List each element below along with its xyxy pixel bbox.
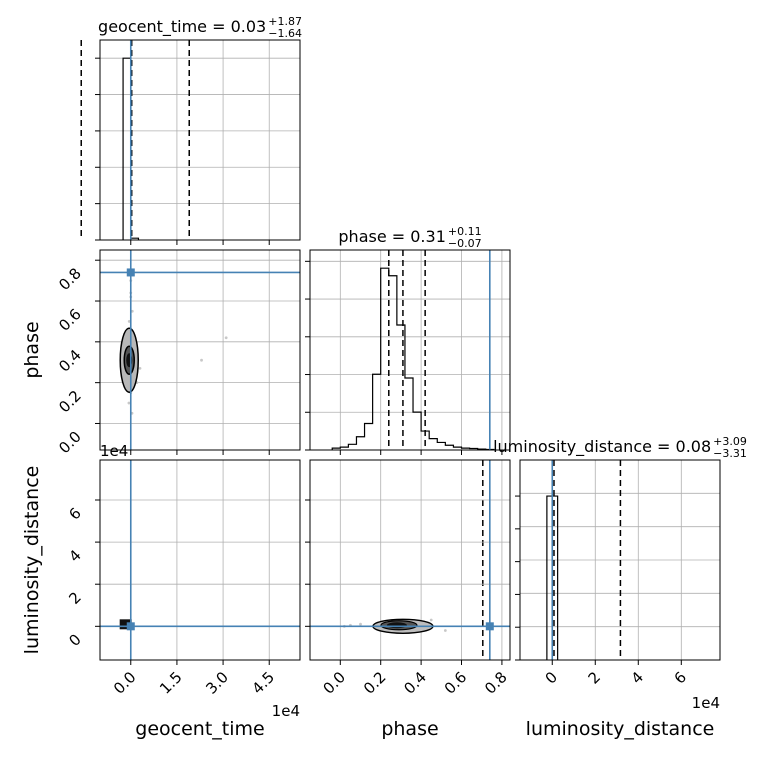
geocent-time-title: geocent_time = 0.03 +1.87−1.64 <box>98 15 302 40</box>
phase-xtick-label-0: 0.0 <box>320 668 350 698</box>
phase-histogram <box>331 267 495 451</box>
distance-phase-truth-marker <box>485 622 494 631</box>
phase-geocent-point-10 <box>224 336 228 340</box>
luminosity-distance-title-sup: +3.09 <box>713 435 747 448</box>
phase-ytick-label-3: 0.6 <box>55 305 85 335</box>
phase-title-label: phase = 0.31 <box>338 227 445 246</box>
distance-xtick-label-1: 2 <box>585 668 604 687</box>
phase-xtick-label-1: 0.2 <box>360 668 390 698</box>
geocent-time-title-label: geocent_time = 0.03 <box>98 17 266 37</box>
hist-distance-frame <box>519 459 721 661</box>
ylabel-luminosity-distance: luminosity_distance <box>21 466 43 655</box>
luminosity-distance-title-label: luminosity_distance = 0.08 <box>493 437 711 457</box>
phase-ytick-label-2: 0.4 <box>55 346 85 376</box>
hist-geocent-frame <box>99 39 301 241</box>
phase-title: phase = 0.31 +0.11−0.07 <box>338 225 481 250</box>
phase-xtick-label-3: 0.6 <box>441 668 471 698</box>
phase-geocent-point-1 <box>130 309 134 313</box>
geocent-time-title-sub: −1.64 <box>268 27 302 40</box>
geocent-xtick-label-3: 4.5 <box>248 668 278 698</box>
xlabel-phase: phase <box>381 718 438 740</box>
phase-geocent-point-9 <box>200 358 203 362</box>
distance-geocent-truth-marker <box>126 622 135 631</box>
phase-ytick-label-4: 0.8 <box>55 264 85 294</box>
distance-xtick-label-2: 4 <box>628 668 647 687</box>
ylabel-phase: phase <box>21 321 43 378</box>
xlabel-geocent-time: geocent_time <box>135 718 264 740</box>
phase-xtick-label-4: 0.8 <box>481 668 511 698</box>
distance-row-offset-text: 1e4 <box>100 442 128 460</box>
distance-ytick-label-1: 2 <box>65 588 84 607</box>
geocent-xtick-label-1: 1.5 <box>156 668 186 698</box>
geocent-xtick-label-0: 0.0 <box>110 668 140 698</box>
phase-title-sup: +0.11 <box>448 225 482 238</box>
phase-geocent-point-7 <box>138 366 142 370</box>
distance-phase-point-3 <box>443 629 447 632</box>
distance-ytick-label-3: 6 <box>65 504 84 523</box>
phase-geocent-frame <box>99 249 301 451</box>
distance-phase-frame <box>309 459 511 661</box>
geocent-xtick-label-2: 3.0 <box>202 668 232 698</box>
hist-phase-frame <box>309 249 511 451</box>
distance-phase-density-core <box>386 622 407 629</box>
distance-xtick-label-0: 0 <box>542 668 561 687</box>
distance-x-offset-text: 1e4 <box>692 694 720 712</box>
distance-phase-point-2 <box>429 618 433 622</box>
distance-ytick-label-0: 0 <box>65 630 84 649</box>
distance-ytick-label-2: 4 <box>65 546 84 565</box>
phase-geocent-point-2 <box>127 320 131 323</box>
distance-xtick-label-3: 6 <box>671 668 690 687</box>
geocent-time-title-sup: +1.87 <box>268 15 302 28</box>
distance-geocent-density-core <box>119 619 132 630</box>
luminosity-distance-title-sub: −3.31 <box>713 447 747 460</box>
phase-geocent-truth-marker <box>126 268 135 277</box>
distance-geocent-frame <box>99 459 301 661</box>
phase-ytick-label-1: 0.2 <box>55 387 85 417</box>
geocent-x-offset-text: 1e4 <box>272 702 300 720</box>
phase-xtick-label-2: 0.4 <box>400 668 430 698</box>
xlabel-luminosity-distance: luminosity_distance <box>526 718 715 740</box>
phase-geocent-point-6 <box>127 401 131 405</box>
distance-phase-point-4 <box>359 622 362 626</box>
phase-ytick-label-0: 0.0 <box>55 428 85 458</box>
luminosity-distance-title: luminosity_distance = 0.08 +3.09−3.31 <box>493 435 747 460</box>
phase-title-sub: −0.07 <box>448 237 482 250</box>
